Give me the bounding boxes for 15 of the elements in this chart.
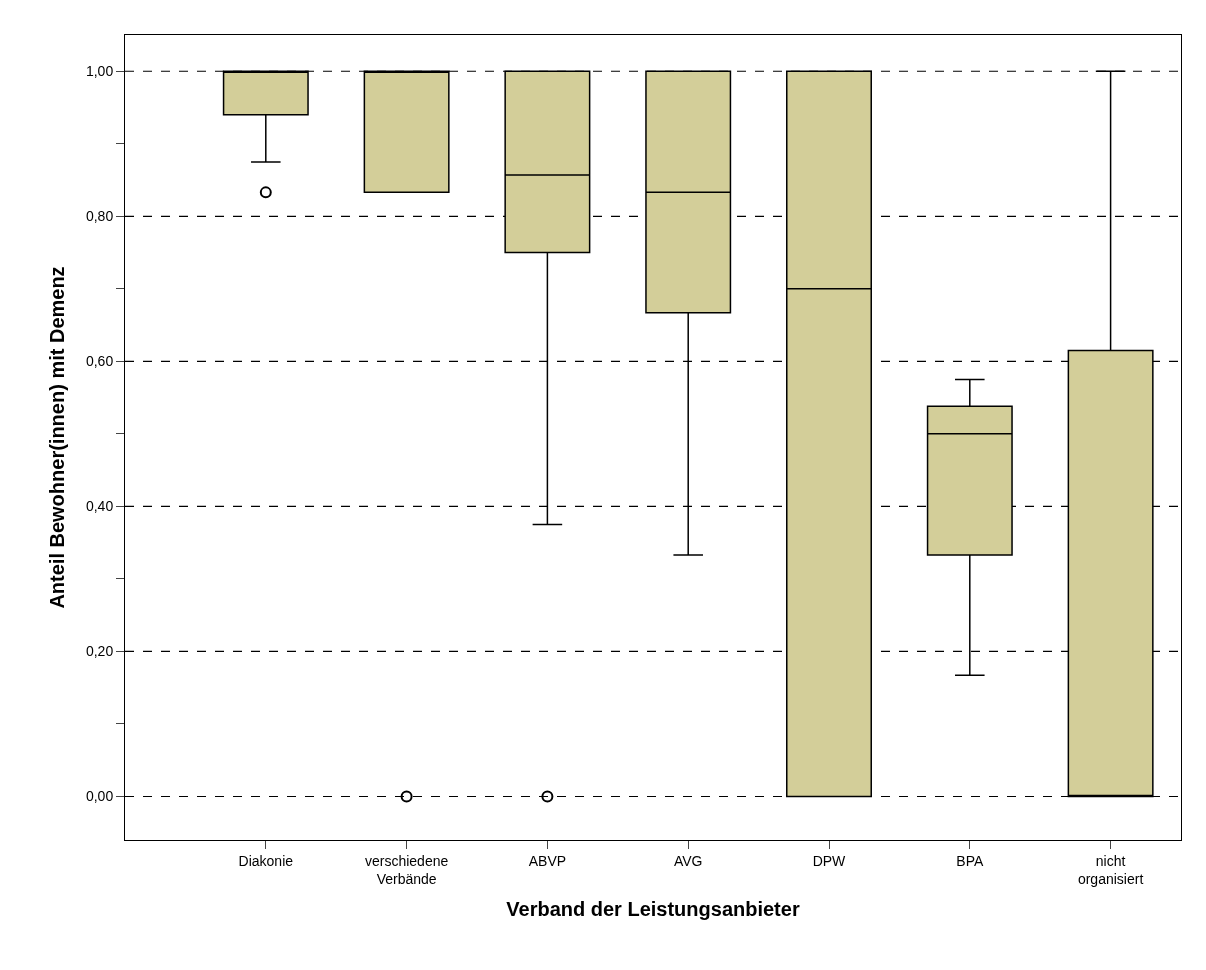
y-axis-title: Anteil Bewohner(innen) mit Demenz (46, 266, 69, 609)
x-tick-label: nicht organisiert (1077, 852, 1144, 887)
x-tick-label: Diakonie (238, 852, 294, 869)
x-tick-label: ABVP (528, 852, 567, 869)
x-tick-label: DPW (812, 852, 847, 869)
y-tick-label: 0,40 (85, 498, 114, 515)
y-tick-label: 0,80 (85, 208, 114, 225)
y-tick-label: 1,00 (85, 63, 114, 80)
x-tick-label: BPA (956, 852, 984, 869)
y-tick-label: 0,20 (85, 643, 114, 660)
x-axis-title: Verband der Leistungsanbieter (506, 897, 800, 920)
y-tick-label: 0,00 (85, 788, 114, 805)
x-tick-label: AVG (673, 852, 703, 869)
y-tick-label: 0,60 (85, 353, 114, 370)
x-tick-label: verschiedene Verbände (364, 852, 449, 887)
